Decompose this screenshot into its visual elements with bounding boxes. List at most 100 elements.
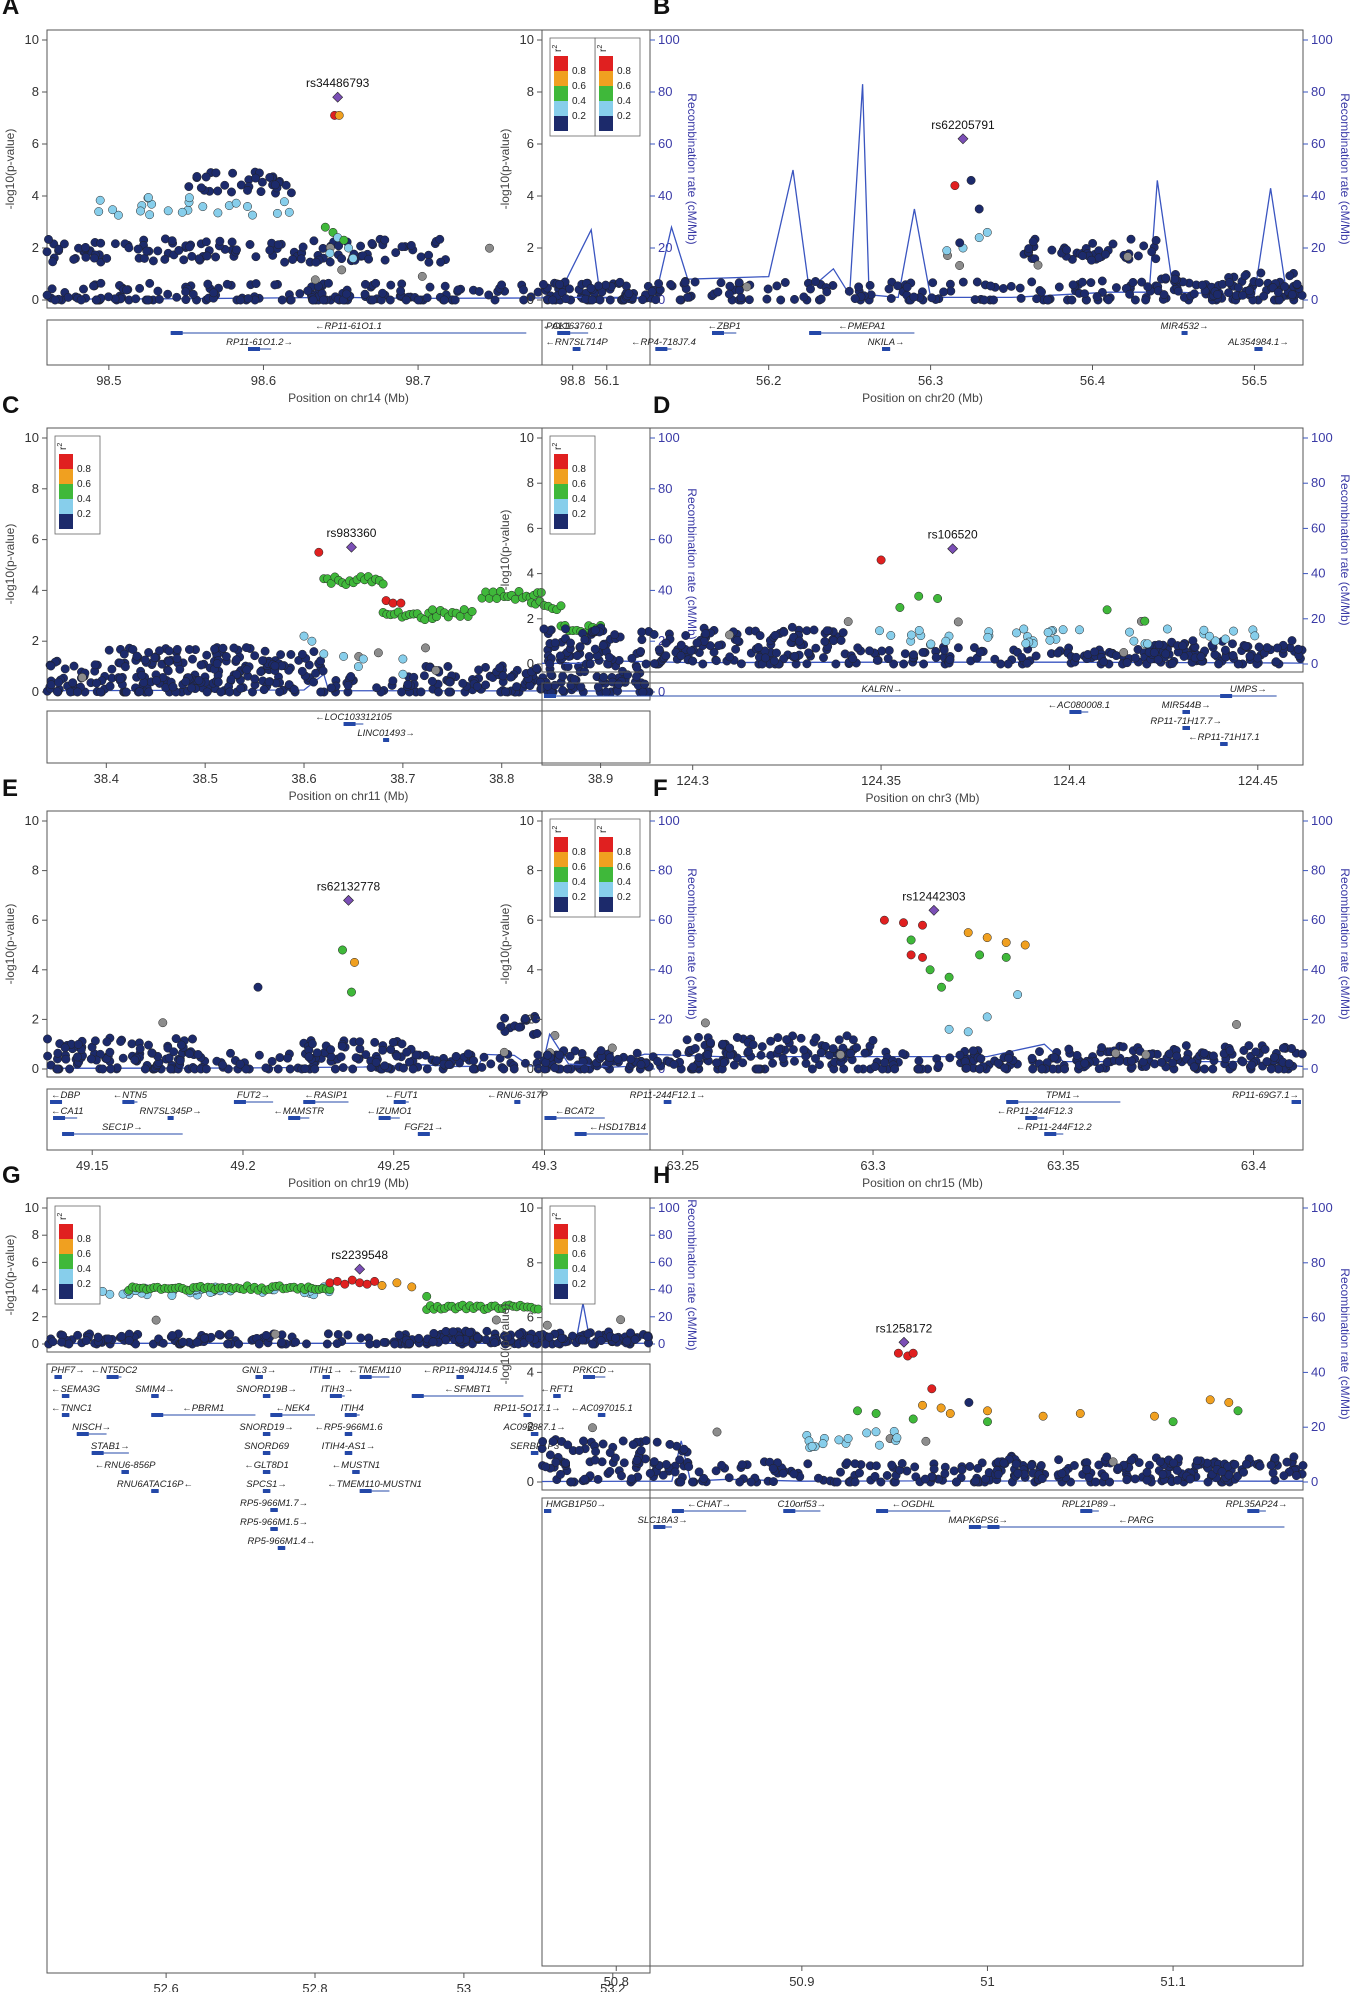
snp-point-r2-low xyxy=(1125,289,1135,299)
snp-point-r2-low xyxy=(525,1333,535,1343)
y2-tick-label: 60 xyxy=(658,532,672,547)
lead-snp-label: rs2239548 xyxy=(331,1248,388,1262)
snp-point-r2-low xyxy=(232,245,241,255)
gene-exon xyxy=(122,1100,135,1104)
y2-tick-label: 80 xyxy=(658,481,672,496)
y-axis-label: -log10(p-value) xyxy=(498,1304,512,1385)
gene-label: ←DBP xyxy=(51,1090,81,1101)
gene-label: ITIH4-AS1→ xyxy=(322,1441,376,1452)
snp-point-r2-low xyxy=(520,1014,530,1023)
snp-point-r2-low xyxy=(59,239,69,249)
panel-letter: H xyxy=(653,1162,670,1189)
snp-point-r2-low xyxy=(218,643,228,653)
snp-point-no-ld xyxy=(485,243,494,253)
gene-exon xyxy=(712,331,725,335)
snp-point-r2-low xyxy=(52,687,62,697)
snp-point-r2-low xyxy=(368,295,378,305)
snp-point-r2-low xyxy=(712,1058,721,1068)
gene-exon xyxy=(1247,1509,1260,1513)
snp-point-r2-low xyxy=(326,683,336,693)
gene-exon xyxy=(277,1546,286,1550)
snp-point-r2-low xyxy=(1028,237,1038,247)
snp-point-r2-low xyxy=(918,647,928,657)
snp-point-r2-low xyxy=(545,659,555,669)
gene-label: ←RP11-244F12.3 xyxy=(997,1106,1074,1117)
snp-point-r2-low xyxy=(132,651,142,661)
snp-point-r2-low xyxy=(575,642,585,652)
y-tick-label: 0 xyxy=(527,1061,534,1076)
snp-point-r2-low xyxy=(853,1064,863,1074)
snp-point-r2-low xyxy=(69,254,79,264)
snp-point-r2-low xyxy=(909,650,919,660)
legend-label: 0.4 xyxy=(617,96,631,107)
snp-point-r2-low xyxy=(477,1062,487,1072)
snp-point-r2-low xyxy=(850,1459,860,1469)
snp-point-r2-low xyxy=(975,647,985,657)
snp-point-r2-low xyxy=(209,288,219,298)
y-tick-label: 6 xyxy=(32,912,39,927)
snp-point-r2-low xyxy=(408,1064,418,1074)
snp-point-r2-low xyxy=(945,1053,955,1063)
snp-point-r2-low xyxy=(213,677,223,687)
snp-point-r2-low xyxy=(309,677,319,687)
snp-point-r2-low xyxy=(1244,1041,1254,1051)
snp-point-highlight xyxy=(253,982,263,992)
snp-point-r2-low xyxy=(1172,1475,1182,1485)
snp-point-r2-0.2-0.4 xyxy=(834,1435,844,1445)
recombination-line xyxy=(542,659,1304,664)
snp-point-r2-low xyxy=(822,626,832,636)
snp-point-r2-low xyxy=(636,1446,646,1455)
x-tick-label: 51 xyxy=(980,1974,994,1989)
snp-point-r2-low xyxy=(651,295,661,305)
snp-point-r2-low xyxy=(820,637,830,646)
legend-swatch xyxy=(599,56,613,71)
snp-point-r2-low xyxy=(561,624,570,634)
snp-point-r2-low xyxy=(175,1056,185,1066)
snp-point-r2-0.2-0.4 xyxy=(892,1433,902,1443)
snp-point-r2-low xyxy=(1153,655,1163,665)
snp-point-highlight xyxy=(347,987,356,997)
snp-point-r2-low xyxy=(390,1339,400,1349)
legend-swatch xyxy=(59,1269,73,1284)
snp-point-r2-low xyxy=(450,295,460,305)
gene-label: HMGB1P50→ xyxy=(546,1499,606,1510)
gene-track-frame xyxy=(46,1363,651,1974)
snp-point-r2-low xyxy=(401,295,411,305)
snp-point-highlight xyxy=(879,915,889,925)
snp-point-r2-low xyxy=(605,295,615,305)
snp-point-r2-low xyxy=(1094,1064,1104,1074)
gene-label: ←AC080008.1 xyxy=(1048,700,1110,711)
snp-point-r2-low xyxy=(1189,289,1199,299)
snp-point-highlight xyxy=(320,222,330,232)
snp-point-r2-low xyxy=(744,295,754,305)
snp-point-r2-low xyxy=(563,662,573,672)
legend-swatch xyxy=(554,71,568,86)
snp-point-r2-low xyxy=(1068,280,1078,290)
snp-point-r2-low xyxy=(852,1043,862,1053)
snp-point-r2-low xyxy=(753,642,763,652)
snp-point-r2-low xyxy=(378,288,387,298)
gene-exon xyxy=(1182,726,1190,730)
snp-point-r2-low xyxy=(1228,1060,1238,1070)
gene-label: ←PBRM1 xyxy=(182,1403,224,1414)
snp-point-r2-0.2-0.4 xyxy=(1220,634,1230,644)
snp-point-r2-low xyxy=(469,1056,479,1066)
gene-label: ←CA11 xyxy=(51,1106,84,1117)
snp-point-r2-low xyxy=(228,168,238,178)
snp-point-r2-low xyxy=(676,1477,686,1487)
snp-point-r2-low xyxy=(1053,648,1063,658)
snp-point-r2-low xyxy=(275,1053,285,1063)
snp-point-r2-low xyxy=(526,292,536,302)
snp-point-r2-low xyxy=(103,1334,113,1344)
y2-tick-label: 80 xyxy=(1311,1255,1325,1270)
snp-point-r2-0.2-0.4 xyxy=(807,1441,817,1451)
gene-label: ←LOC103312105 xyxy=(315,712,392,723)
gene-label: KALRN→ xyxy=(861,684,902,695)
snp-point-r2-low xyxy=(1270,1453,1280,1463)
snp-point-r2-low xyxy=(550,1063,560,1073)
snp-point-highlight xyxy=(963,928,973,938)
snp-point-r2-low xyxy=(993,1469,1003,1479)
snp-point-r2-low xyxy=(1122,658,1132,668)
